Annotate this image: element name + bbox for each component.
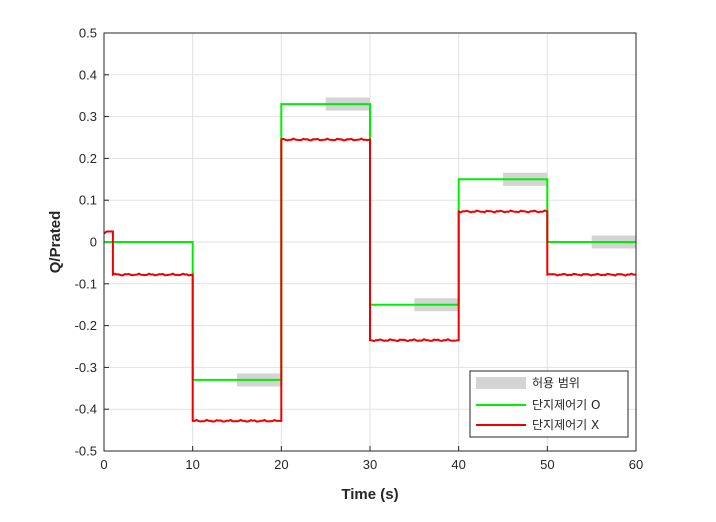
legend-swatch-tolerance bbox=[476, 377, 526, 389]
plot-frame bbox=[103, 32, 637, 452]
x-tick-label: 60 bbox=[629, 457, 643, 472]
y-tick-label: -0.5 bbox=[75, 444, 97, 459]
y-tick-label: 0.1 bbox=[79, 193, 97, 208]
x-tick-labels: 0 10 20 30 40 50 60 bbox=[100, 457, 643, 472]
legend: 허용 범위 단지제어기 O 단지제어기 X bbox=[469, 370, 629, 438]
y-axis-label: Q/Prated bbox=[47, 211, 64, 274]
series-line-x bbox=[103, 137, 637, 423]
series-lines bbox=[103, 103, 637, 423]
x-axis-label: Time (s) bbox=[341, 486, 398, 503]
y-tick-label: 0.3 bbox=[79, 109, 97, 124]
y-tick-label: -0.4 bbox=[75, 402, 97, 417]
y-tick-label: 0.2 bbox=[79, 151, 97, 166]
y-tick-label: 0.5 bbox=[79, 26, 97, 41]
legend-label-series-x: 단지제어기 X bbox=[532, 418, 599, 432]
y-tick-label: 0.4 bbox=[79, 67, 97, 82]
x-tick-label: 10 bbox=[185, 457, 199, 472]
legend-label-tolerance: 허용 범위 bbox=[532, 376, 580, 390]
y-tick-label: -0.3 bbox=[75, 360, 97, 375]
x-tick-label: 30 bbox=[363, 457, 377, 472]
x-tick-label: 40 bbox=[451, 457, 465, 472]
y-tick-label: -0.2 bbox=[75, 318, 97, 333]
y-tick-label: 0 bbox=[90, 235, 97, 250]
y-tick-labels: 0.5 0.4 0.3 0.2 0.1 0 -0.1 -0.2 -0.3 -0.4 -0.5 bbox=[75, 26, 97, 459]
y-tick-label: -0.1 bbox=[75, 276, 97, 291]
x-tick-label: 0 bbox=[100, 457, 107, 472]
series-line-o bbox=[104, 103, 636, 381]
x-tick-label: 50 bbox=[540, 457, 554, 472]
x-tick-label: 20 bbox=[274, 457, 288, 472]
legend-label-series-o: 단지제어기 O bbox=[532, 398, 600, 412]
